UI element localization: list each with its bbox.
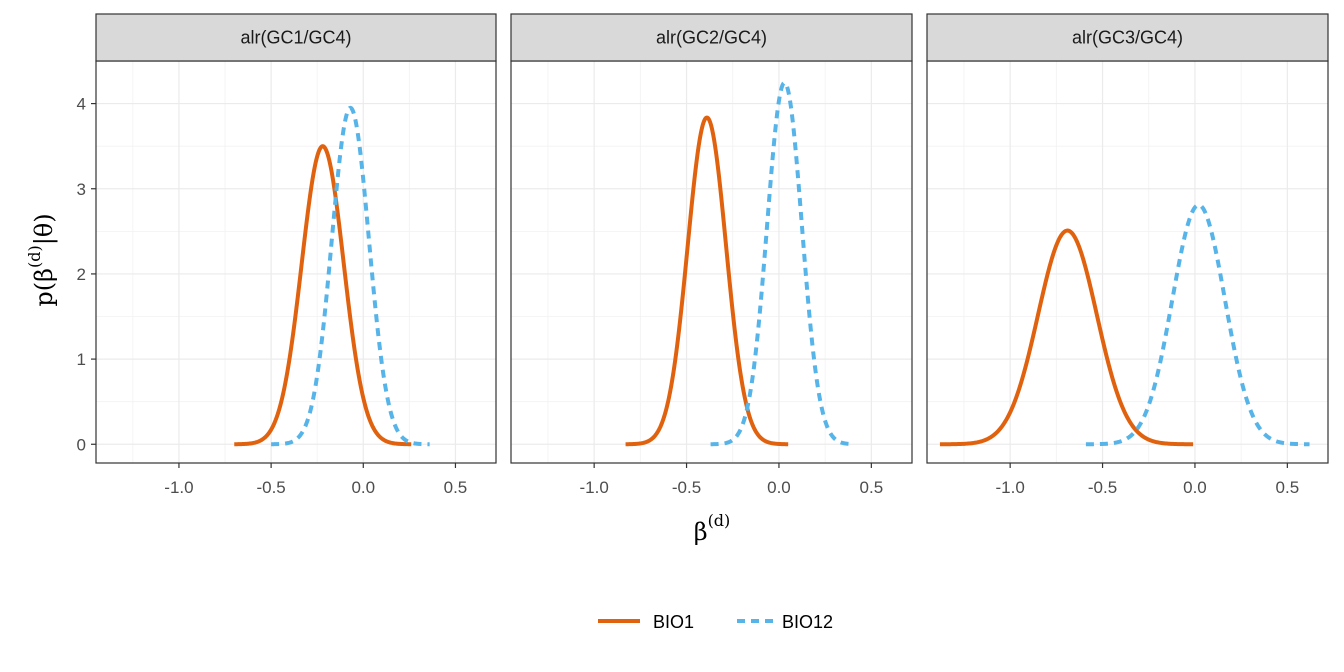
panel-background <box>927 61 1328 463</box>
y-tick-label: 1 <box>77 350 86 369</box>
legend-label-bio12: BIO12 <box>782 612 833 632</box>
facet-strip <box>95 13 497 62</box>
x-tick-label: -1.0 <box>164 478 193 497</box>
facet-strip-label: alr(GC1/GC4) <box>240 28 351 48</box>
facets: alr(GC1/GC4) -1.0 -0.5 0.0 0.5 alr(GC2/GC4) -1… <box>95 13 1329 497</box>
x-tick-label: -1.0 <box>996 478 1025 497</box>
series-line-bio1 <box>939 228 1194 447</box>
series-line-bio12 <box>710 80 853 447</box>
x-tick-label: -1.0 <box>580 478 609 497</box>
y-axis: 0 1 2 3 4 <box>77 95 96 454</box>
y-axis-title: p(β(d)|θ) <box>25 213 59 306</box>
facet-panel: alr(GC3/GC4) -1.0 -0.5 0.0 0.5 <box>926 13 1329 497</box>
facet-strip-label: alr(GC2/GC4) <box>656 28 767 48</box>
series-line-bio12 <box>271 105 430 447</box>
facet-panel: alr(GC1/GC4) -1.0 -0.5 0.0 0.5 <box>95 13 497 497</box>
y-tick-label: 3 <box>77 180 86 199</box>
y-tick-label: 4 <box>77 95 86 114</box>
y-tick-label: 2 <box>77 265 86 284</box>
x-axis-title: β(d) <box>694 511 731 546</box>
series-line-bio1 <box>625 115 789 447</box>
facet-strip-label: alr(GC3/GC4) <box>1072 28 1183 48</box>
panel-background <box>96 61 496 463</box>
x-tick-label: 0.5 <box>860 478 884 497</box>
legend-label-bio1: BIO1 <box>653 612 694 632</box>
series-line-bio1 <box>234 144 412 447</box>
x-tick-label: -0.5 <box>256 478 285 497</box>
x-tick-label: 0.5 <box>1276 478 1300 497</box>
facet-strip <box>510 13 913 62</box>
facet-panel: alr(GC2/GC4) -1.0 -0.5 0.0 0.5 <box>510 13 913 497</box>
x-tick-label: -0.5 <box>1088 478 1117 497</box>
legend: BIO1 BIO12 <box>598 612 833 632</box>
x-tick-label: 0.0 <box>351 478 375 497</box>
x-tick-label: 0.0 <box>1183 478 1207 497</box>
x-tick-label: -0.5 <box>672 478 701 497</box>
y-tick-label: 0 <box>77 435 86 454</box>
x-tick-label: 0.5 <box>444 478 468 497</box>
x-tick-label: 0.0 <box>767 478 791 497</box>
facet-strip <box>926 13 1329 62</box>
